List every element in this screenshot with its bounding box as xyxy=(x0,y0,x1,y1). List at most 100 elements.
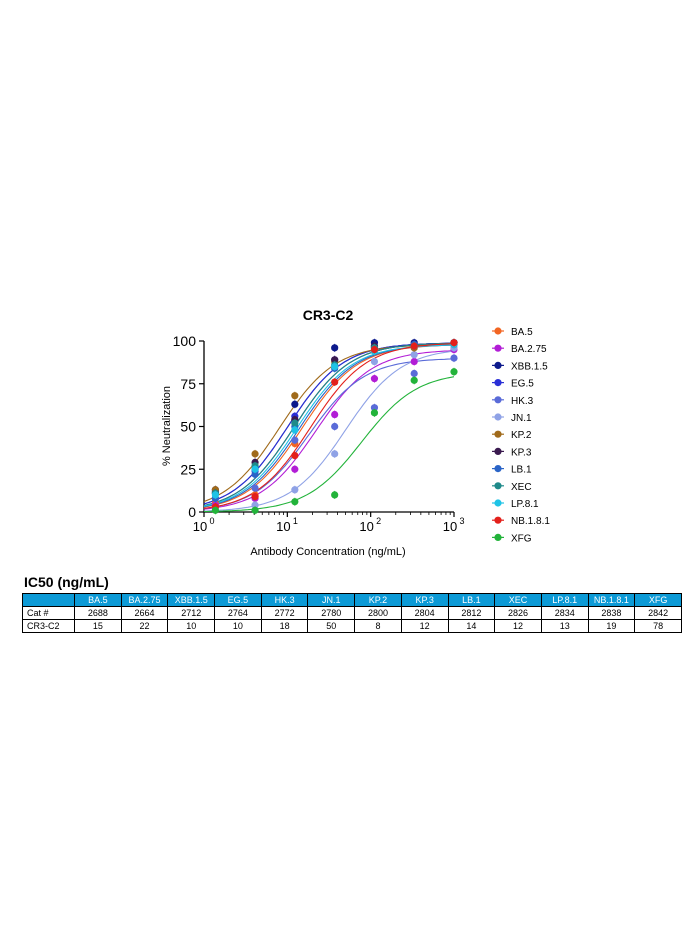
ic50-body: Cat #2688 2664 2712 2764 2772 2780 2800 2804 281… xyxy=(22,606,682,633)
legend-swatch xyxy=(494,447,502,455)
data-point-LP.8.1 xyxy=(251,465,259,473)
table-cell: 2826 xyxy=(494,606,542,620)
data-point-HK.3 xyxy=(450,354,458,362)
legend-label: EG.5 xyxy=(511,379,534,390)
data-points xyxy=(211,338,458,515)
ic50-header-row: BA.5 BA.2.75 XBB.1.5 EG.5 HK.3 JN.1 KP.2 KP.3 LB… xyxy=(22,593,682,607)
x-tick-label: 10 xyxy=(443,519,457,534)
legend-label: BA.5 xyxy=(511,327,533,338)
row-label: Cat # xyxy=(22,606,75,620)
legend-label: XEC xyxy=(511,482,532,493)
data-point-NB.1.8.1 xyxy=(251,493,259,501)
table-cell: 19 xyxy=(587,619,636,633)
data-point-HK.3 xyxy=(370,404,379,412)
legend-label: KP.2 xyxy=(511,430,532,441)
fit-curve-EG.5 xyxy=(203,342,455,505)
chart-title: CR3-C2 xyxy=(303,307,354,323)
data-point-JN.1 xyxy=(331,450,339,458)
legend-label: LP.8.1 xyxy=(511,499,539,510)
legend-swatch xyxy=(494,499,502,507)
data-point-NB.1.8.1 xyxy=(410,342,418,350)
data-point-XBB.1.5 xyxy=(291,400,299,408)
ic50-column-header: XEC xyxy=(494,593,542,607)
data-point-XFG xyxy=(291,498,299,506)
data-point-XFG xyxy=(370,409,379,417)
table-cell: 22 xyxy=(120,619,169,633)
legend-swatch xyxy=(494,430,502,438)
ic50-column-header: NB.1.8.1 xyxy=(587,593,636,607)
table-cell: 13 xyxy=(540,619,589,633)
ic50-column-header: LB.1 xyxy=(447,593,496,607)
ic50-column-header: XBB.1.5 xyxy=(167,593,216,607)
data-point-HK.3 xyxy=(291,436,299,444)
data-point-HK.3 xyxy=(410,369,418,378)
data-point-XEC xyxy=(291,419,299,427)
legend-label: BA.2.75 xyxy=(511,344,547,355)
data-point-HK.3 xyxy=(331,422,339,431)
data-point-BA.2.75 xyxy=(291,465,299,473)
table-cell: 2772 xyxy=(260,606,309,620)
data-point-LB.1 xyxy=(251,470,259,478)
legend-label: JN.1 xyxy=(511,413,532,424)
data-point-KP.2 xyxy=(291,392,299,400)
y-tick-label: 100 xyxy=(173,333,197,349)
table-cell: 2842 xyxy=(634,606,682,620)
data-point-XFG xyxy=(410,376,418,384)
data-point-JN.1 xyxy=(410,351,418,359)
table-cell: 10 xyxy=(167,619,216,633)
row-label: CR3-C2 xyxy=(22,619,75,633)
fit-curves xyxy=(203,342,455,513)
ic50-column-header: JN.1 xyxy=(307,593,356,607)
table-cell: 50 xyxy=(307,619,356,633)
table-cell: 2712 xyxy=(167,606,216,620)
legend-label: KP.3 xyxy=(511,447,532,458)
legend-swatch xyxy=(494,344,502,352)
legend-label: XBB.1.5 xyxy=(511,361,548,372)
legend-swatch xyxy=(494,516,502,524)
legend-swatch xyxy=(494,361,502,369)
table-cell: 78 xyxy=(634,619,682,633)
table-cell: 12 xyxy=(494,619,542,633)
data-point-NB.1.8.1 xyxy=(450,339,458,347)
table-row: Cat #2688 2664 2712 2764 2772 2780 2800 2804 281… xyxy=(22,606,682,620)
table-cell: 10 xyxy=(214,619,262,633)
legend-label: NB.1.8.1 xyxy=(511,516,550,527)
fit-curve-KP.2 xyxy=(203,344,455,503)
ic50-title: IC50 (ng/mL) xyxy=(24,574,109,590)
table-cell: 2664 xyxy=(120,606,169,620)
legend-swatch xyxy=(494,413,502,421)
y-tick-label: 25 xyxy=(180,461,196,477)
data-point-BA.2.75 xyxy=(410,357,418,366)
legend-label: HK.3 xyxy=(511,396,534,407)
x-tick-exponent: 3 xyxy=(459,516,464,526)
table-cell: 8 xyxy=(354,619,402,633)
table-cell: 12 xyxy=(400,619,449,633)
data-point-LP.8.1 xyxy=(291,426,299,434)
y-tick-label: 50 xyxy=(180,419,196,435)
data-point-NB.1.8.1 xyxy=(291,451,299,460)
x-tick-exponent: 2 xyxy=(376,516,381,526)
legend-label: LB.1 xyxy=(511,465,532,476)
x-tick-exponent: 1 xyxy=(293,516,298,526)
data-point-JN.1 xyxy=(291,486,299,494)
ic50-column-header: KP.3 xyxy=(400,593,449,607)
data-point-LP.8.1 xyxy=(211,491,219,499)
ic50-column-header: BA.5 xyxy=(74,593,122,607)
data-point-JN.1 xyxy=(251,501,259,509)
legend-swatch xyxy=(494,482,502,490)
fit-curve-XEC xyxy=(203,342,455,507)
ic50-column-header: KP.2 xyxy=(354,593,402,607)
table-cell: 2804 xyxy=(400,606,449,620)
ic50-column-header: BA.2.75 xyxy=(120,593,169,607)
data-point-XFG xyxy=(450,368,458,376)
data-point-KP.3 xyxy=(331,356,339,364)
data-point-LP.8.1 xyxy=(331,363,339,371)
legend-swatch xyxy=(494,396,502,404)
x-axis-label: Antibody Concentration (ng/mL) xyxy=(250,546,405,558)
fit-curve-XBB.1.5 xyxy=(203,342,455,505)
table-row: CR3-C2 15 22 10 10 18 50 8 12 14 12 13 19 78 xyxy=(22,619,682,633)
legend-swatch xyxy=(494,327,502,335)
data-point-KP.2 xyxy=(251,450,259,458)
table-cell: 15 xyxy=(74,619,122,633)
x-tick-label: 10 xyxy=(193,519,207,534)
